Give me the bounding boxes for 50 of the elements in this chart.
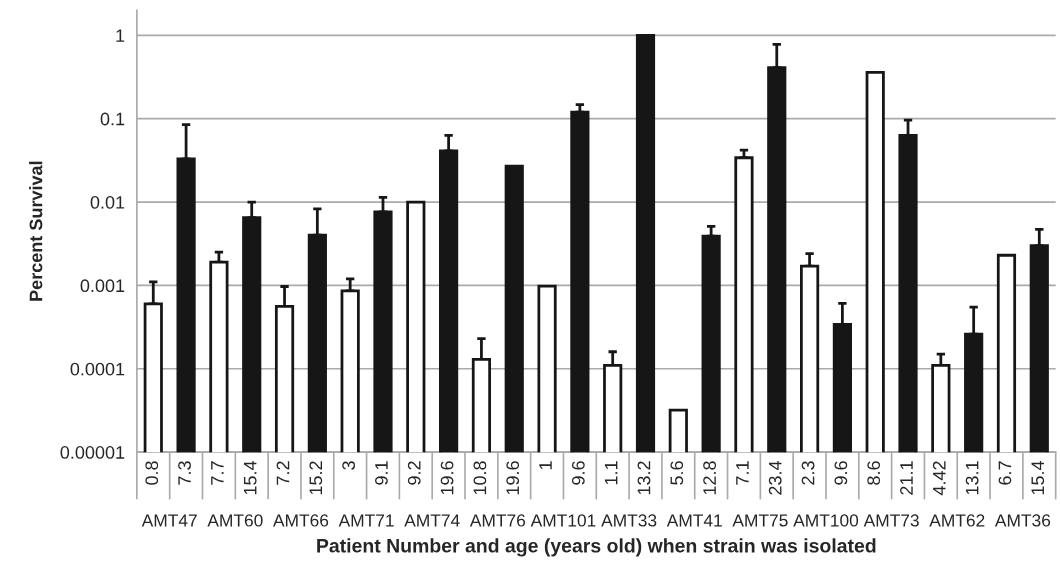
y-tick-label: 0.001 <box>80 279 125 293</box>
x-tick-label: 13.2 <box>637 461 651 495</box>
x-tick-label: 0.8 <box>145 461 159 485</box>
x-tick-label: 9.6 <box>571 461 585 485</box>
y-axis-title: Percent Survival <box>29 161 43 301</box>
y-tick-label: 0.00001 <box>60 446 125 459</box>
x-tick-label: 23.4 <box>768 460 782 495</box>
text: AMT33 <box>601 514 657 527</box>
y-tick-label: 0.01 <box>90 195 125 209</box>
x-tick-label: 9.6 <box>834 461 848 485</box>
x-tick-label: 15.4 <box>1031 460 1045 495</box>
text: AMT73 <box>863 514 919 527</box>
x-axis-title: Patient Number and age (years old) when strain was isolated <box>317 538 876 557</box>
text: AMT62 <box>929 514 985 527</box>
x-tick-label: 19.6 <box>440 461 454 495</box>
y-tick-label: 0.1 <box>100 112 125 126</box>
x-tick-label: 1 <box>539 461 552 470</box>
x-tick-label: 9.1 <box>375 461 388 485</box>
x-tick-label: 4.42 <box>932 461 946 496</box>
text: AMT60 <box>207 514 263 527</box>
text: AMT100 <box>793 514 859 527</box>
text: AMT66 <box>273 514 329 527</box>
text: AMT41 <box>666 514 722 527</box>
x-tick-label: 7.1 <box>736 461 749 485</box>
x-tick-label: 7.3 <box>178 461 191 485</box>
x-tick-label: 7.2 <box>276 461 290 485</box>
text: AMT74 <box>404 514 460 527</box>
text: AMT76 <box>469 514 526 527</box>
text: AMT75 <box>732 514 788 527</box>
x-tick-label: 19.6 <box>506 461 520 495</box>
x-tick-label: 15.4 <box>243 460 257 495</box>
x-tick-label: 21.1 <box>900 461 913 495</box>
x-tick-label: 5.6 <box>670 461 684 485</box>
text: AMT101 <box>530 514 596 527</box>
text: AMT71 <box>338 514 394 527</box>
text: AMT47 <box>141 514 197 527</box>
x-tick-label: 7.7 <box>211 461 224 485</box>
x-tick-label: 9.2 <box>407 461 421 485</box>
x-tick-label: 6.7 <box>998 461 1012 485</box>
x-tick-label: 8.6 <box>867 461 881 485</box>
x-tick-label: 10.8 <box>473 461 487 495</box>
x-tick-label: 15.2 <box>309 461 323 495</box>
text: AMT36 <box>994 514 1051 527</box>
y-tick-label: 0.0001 <box>70 362 125 376</box>
x-tick-label: 1.1 <box>604 461 618 485</box>
x-tick-label: 2.3 <box>801 461 815 485</box>
x-tick-label: 13.1 <box>965 461 979 495</box>
x-tick-label: 12.8 <box>703 461 716 495</box>
x-tick-label: 3 <box>342 461 356 470</box>
y-tick-label: 1 <box>116 29 125 42</box>
